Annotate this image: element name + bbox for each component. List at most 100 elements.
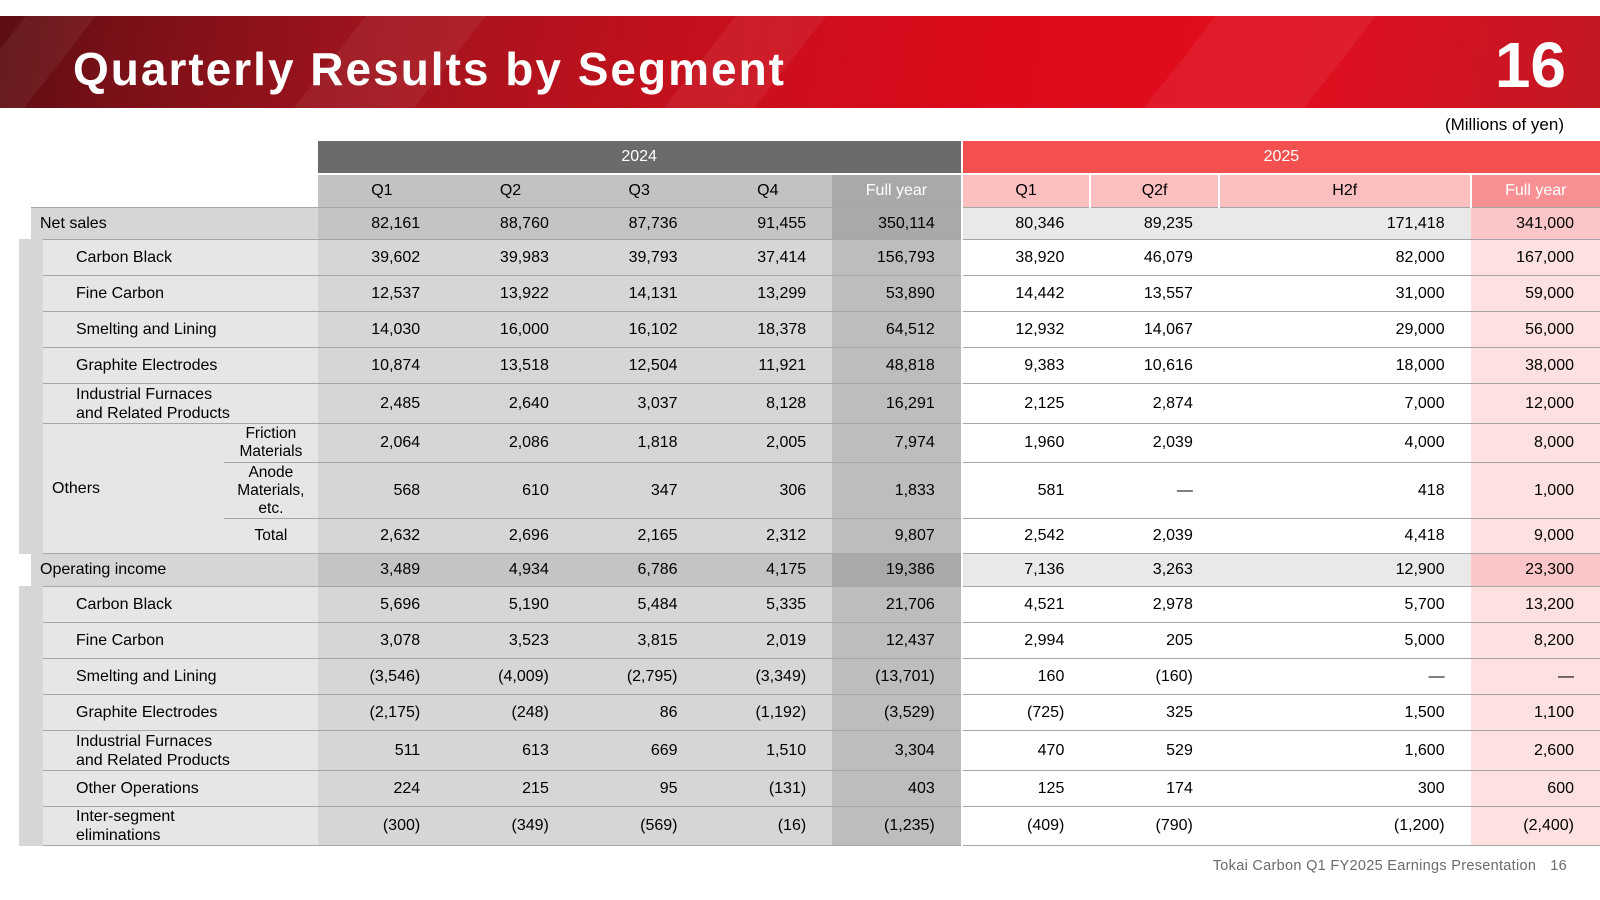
- value-cell: 37,414: [703, 239, 833, 276]
- row-label: Total: [224, 518, 318, 554]
- value-cell: 18,378: [703, 311, 833, 348]
- value-cell: 14,131: [574, 275, 704, 312]
- value-cell: 2,600: [1470, 730, 1600, 771]
- value-cell: 1,960: [960, 423, 1091, 463]
- value-cell: 88,760: [446, 207, 575, 240]
- value-cell: 39,602: [317, 239, 447, 276]
- value-cell: 174: [1090, 770, 1219, 807]
- row-label: Inter-segment eliminations: [19, 806, 318, 846]
- value-cell: 5,700: [1218, 586, 1471, 623]
- header-corner: [31, 141, 318, 174]
- row-label-line: Materials,: [237, 481, 305, 499]
- value-cell: (16): [703, 806, 833, 846]
- value-cell: 215: [446, 770, 575, 807]
- value-cell: 4,934: [446, 553, 575, 587]
- value-cell: 80,346: [960, 207, 1091, 240]
- value-cell: 2,039: [1090, 518, 1219, 554]
- value-cell: 39,793: [574, 239, 704, 276]
- value-cell: (131): [703, 770, 833, 807]
- row-label-line: and Related Products: [76, 404, 230, 422]
- value-cell: 12,437: [832, 622, 962, 659]
- value-cell: 403: [832, 770, 962, 807]
- table-row: Total 2,632 2,696 2,165 2,312 9,807 2,542 2,03…: [31, 518, 1600, 554]
- row-label-operating-income: Operating income: [31, 553, 318, 587]
- value-cell: 87,736: [574, 207, 704, 240]
- value-cell: (3,546): [317, 658, 447, 695]
- row-label: Industrial Furnaces and Related Products: [19, 383, 318, 424]
- table-row: Carbon Black 39,602 39,983 39,793 37,414 156…: [19, 239, 1600, 276]
- value-cell: 5,335: [703, 586, 833, 623]
- value-cell: 613: [446, 730, 575, 771]
- value-cell: 89,235: [1090, 207, 1219, 240]
- value-cell: 86: [574, 694, 704, 731]
- units-note: (Millions of yen): [1444, 115, 1564, 134]
- value-cell: 10,874: [317, 347, 447, 384]
- value-cell: 7,136: [960, 553, 1091, 587]
- row-label-line: and Related Products: [76, 751, 230, 769]
- table-row: Industrial Furnaces and Related Products …: [19, 383, 1600, 424]
- value-cell: —: [1090, 462, 1219, 519]
- value-cell: 2,874: [1090, 383, 1219, 424]
- value-cell: 4,000: [1218, 423, 1471, 463]
- value-cell: 13,200: [1470, 586, 1600, 623]
- value-cell: 1,000: [1470, 462, 1600, 519]
- table-row: Industrial Furnaces and Related Products …: [19, 730, 1600, 771]
- value-cell: (790): [1090, 806, 1219, 846]
- value-cell: 2,064: [317, 423, 447, 463]
- row-label-line: Anode: [248, 463, 294, 481]
- value-cell: (1,192): [703, 694, 833, 731]
- value-cell: 3,078: [317, 622, 447, 659]
- value-cell: 600: [1470, 770, 1600, 807]
- value-cell: 82,161: [317, 207, 447, 240]
- table-row: Net sales 82,161 88,760 87,736 91,455 350,11…: [31, 207, 1600, 240]
- value-cell: 8,128: [703, 383, 833, 424]
- value-cell: 3,523: [446, 622, 575, 659]
- others-group-label: Others: [18, 423, 225, 554]
- value-cell: 7,974: [832, 423, 962, 463]
- value-cell: 511: [317, 730, 447, 771]
- row-label: Industrial Furnaces and Related Products: [19, 730, 318, 771]
- row-label: Smelting and Lining: [19, 311, 318, 348]
- col-header-2025-q1: Q1: [960, 173, 1091, 208]
- value-cell: (1,235): [832, 806, 962, 846]
- value-cell: (1,200): [1218, 806, 1471, 846]
- value-cell: 31,000: [1218, 275, 1471, 312]
- value-cell: (160): [1090, 658, 1219, 695]
- value-cell: 1,500: [1218, 694, 1471, 731]
- value-cell: 3,037: [574, 383, 704, 424]
- value-cell: 171,418: [1218, 207, 1471, 240]
- value-cell: 2,640: [446, 383, 575, 424]
- value-cell: 300: [1218, 770, 1471, 807]
- value-cell: 610: [446, 462, 575, 519]
- value-cell: (248): [446, 694, 575, 731]
- value-cell: 306: [703, 462, 833, 519]
- col-header-2025-q2f: Q2f: [1089, 173, 1219, 208]
- value-cell: 125: [960, 770, 1091, 807]
- value-cell: 23,300: [1470, 553, 1600, 587]
- value-cell: (349): [446, 806, 575, 846]
- row-label: Friction Materials: [224, 423, 318, 463]
- value-cell: 341,000: [1470, 207, 1600, 240]
- value-cell: 39,983: [446, 239, 575, 276]
- row-label: Other Operations: [19, 770, 318, 807]
- value-cell: (725): [960, 694, 1091, 731]
- value-cell: 10,616: [1090, 347, 1219, 384]
- value-cell: (409): [960, 806, 1091, 846]
- value-cell: 3,489: [317, 553, 447, 587]
- col-header-2024-full-year: Full year: [832, 173, 962, 208]
- value-cell: 5,484: [574, 586, 704, 623]
- value-cell: 669: [574, 730, 704, 771]
- value-cell: 2,019: [703, 622, 833, 659]
- value-cell: 1,833: [832, 462, 962, 519]
- value-cell: 8,200: [1470, 622, 1600, 659]
- value-cell: 205: [1090, 622, 1219, 659]
- value-cell: 418: [1218, 462, 1471, 519]
- value-cell: 38,920: [960, 239, 1091, 276]
- row-label-line: eliminations: [76, 827, 161, 844]
- value-cell: 3,263: [1090, 553, 1219, 587]
- row-label: Carbon Black: [19, 586, 318, 623]
- value-cell: 7,000: [1218, 383, 1471, 424]
- value-cell: 9,807: [832, 518, 962, 554]
- value-cell: 3,815: [574, 622, 704, 659]
- value-cell: 19,386: [832, 553, 962, 587]
